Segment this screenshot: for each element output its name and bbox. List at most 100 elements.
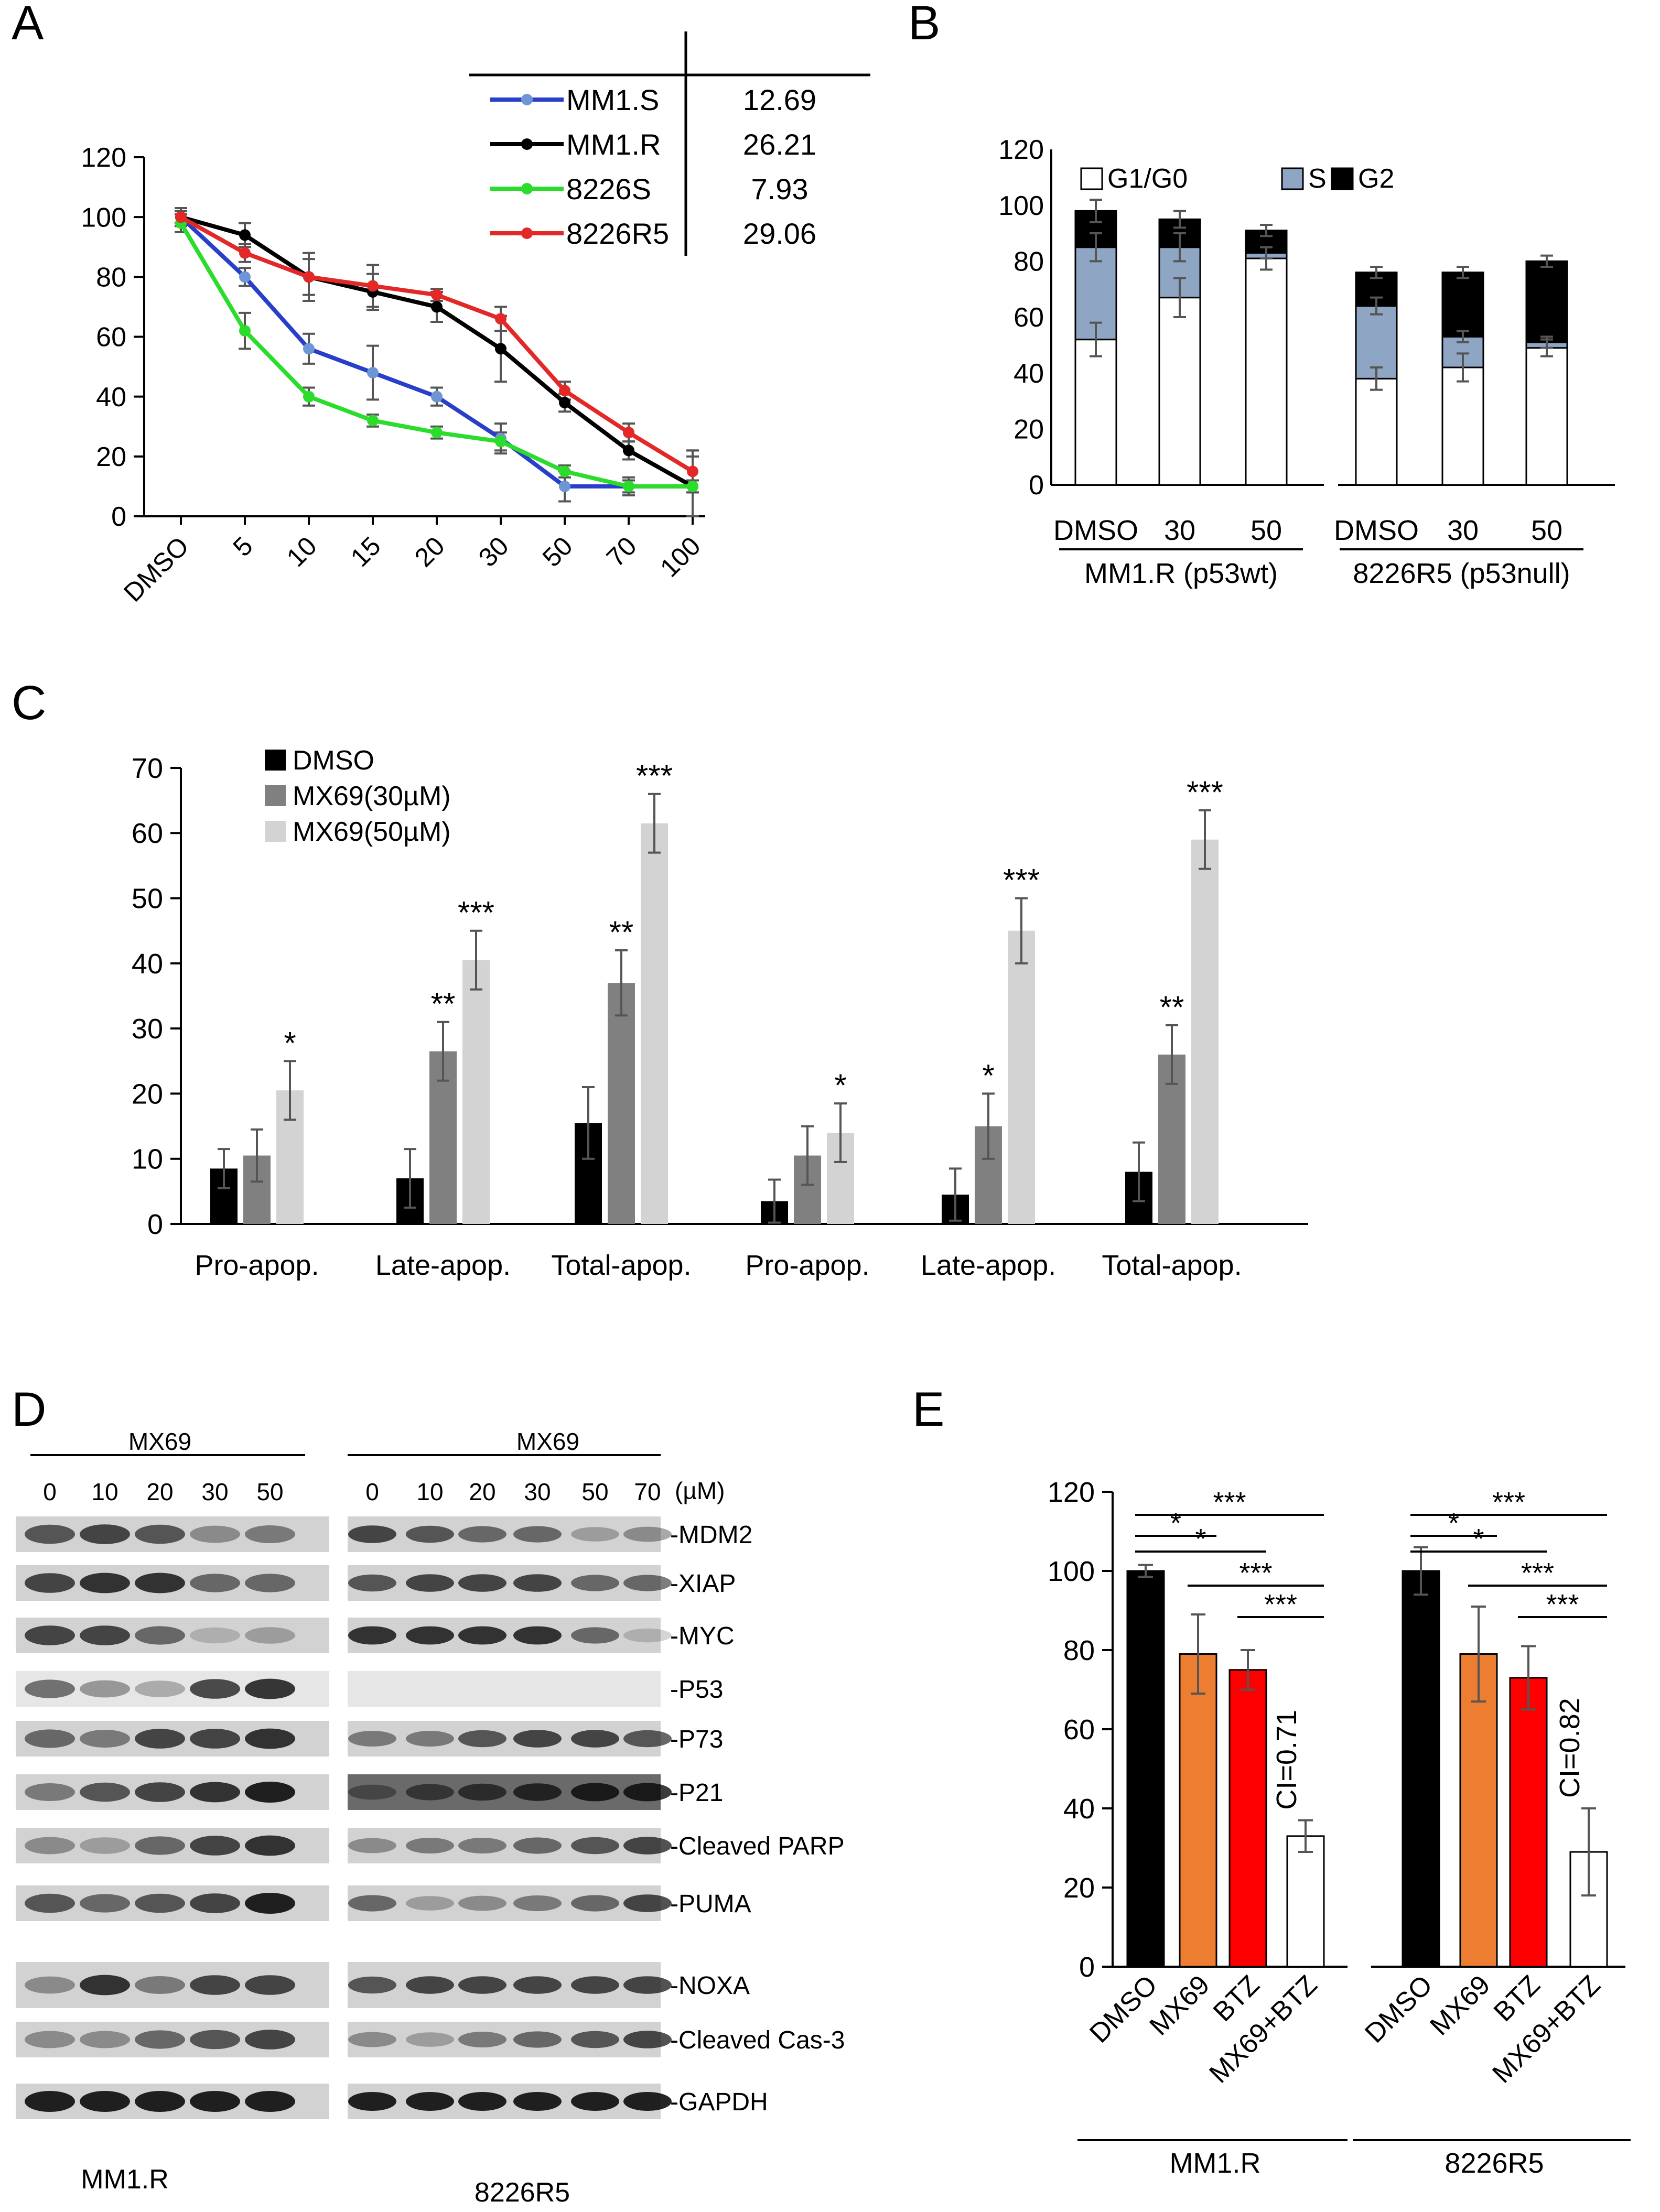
blot-band — [571, 1976, 619, 1994]
blot-right-dose: 50 — [581, 1478, 608, 1505]
blot-band — [80, 1975, 130, 1996]
a-data-point-8226r5 — [431, 289, 443, 301]
a-data-point-8226s — [303, 391, 315, 403]
blot-left-dose: 0 — [43, 1478, 57, 1505]
blot-band — [571, 1783, 619, 1802]
blot-band — [25, 1837, 75, 1855]
a-x-tick-label: DMSO — [118, 531, 195, 608]
blot-band — [571, 1527, 619, 1542]
e-significance-label: *** — [1546, 1589, 1579, 1620]
blot-band — [623, 1575, 672, 1591]
a-y-tick-label: 0 — [111, 502, 126, 532]
c-bar-mx69-50-m- — [641, 823, 668, 1224]
c-x-tick-label: Late-apop. — [375, 1250, 511, 1281]
c-significance-marker: * — [834, 1068, 846, 1103]
blot-band — [348, 1626, 396, 1645]
e-bar — [1509, 1677, 1548, 1968]
e-y-tick-label: 60 — [1063, 1714, 1095, 1745]
e-significance-label: * — [1448, 1508, 1459, 1539]
blot-band — [135, 1626, 185, 1645]
blot-band — [80, 1837, 130, 1854]
blot-band — [406, 1626, 454, 1645]
blot-band — [25, 1625, 75, 1645]
c-legend-label: DMSO — [293, 745, 374, 776]
a-data-point-8226r5 — [623, 427, 634, 439]
a-series-line-8226s — [179, 222, 693, 489]
blot-band — [513, 1730, 562, 1748]
blot-band — [406, 2092, 454, 2111]
blot-right-strip — [348, 1671, 661, 1707]
blot-band — [513, 1783, 562, 1801]
b-legend-swatch — [1080, 167, 1103, 190]
blot-band — [80, 1573, 130, 1593]
blot-protein-label: -PUMA — [670, 1890, 751, 1918]
blot-band — [25, 1524, 75, 1544]
a-data-point-8226r5 — [239, 247, 251, 259]
a-data-point-8226s — [687, 480, 698, 492]
c-significance-marker: ** — [609, 915, 634, 950]
e-significance-label: * — [1170, 1508, 1181, 1539]
blot-band — [190, 1836, 240, 1856]
blot-band — [406, 1574, 454, 1592]
blot-left-dose: 50 — [256, 1478, 283, 1505]
blot-band — [458, 1574, 506, 1592]
a-x-tick-label: 50 — [537, 531, 578, 572]
blot-band — [458, 2032, 506, 2047]
blot-protein-label: -P53 — [670, 1676, 723, 1704]
b-x-tick-label: 50 — [1531, 515, 1562, 546]
blot-band — [623, 1894, 672, 1912]
b-group-label: 8226R5 (p53null) — [1353, 558, 1570, 589]
e-x-tick-label: MX69+BTZ — [1203, 1969, 1323, 2089]
blot-band — [245, 1627, 295, 1644]
e-group-label: MM1.R — [1170, 2148, 1261, 2179]
blot-band — [623, 1730, 672, 1748]
blot-band — [135, 1836, 185, 1855]
blot-band — [623, 2031, 672, 2048]
c-y-tick-label: 60 — [132, 818, 163, 849]
blot-band — [623, 1526, 672, 1542]
c-legend-label: MX69(50µM) — [293, 817, 451, 847]
a-data-point-mm1-s — [239, 271, 251, 283]
blot-band — [25, 2091, 75, 2112]
e-significance-label: *** — [1521, 1557, 1554, 1589]
e-ci-label: CI=0.82 — [1554, 1698, 1586, 1798]
blot-protein-label: -GAPDH — [670, 2088, 768, 2116]
blot-band — [80, 1894, 130, 1913]
c-significance-marker: *** — [1003, 863, 1040, 898]
blot-band — [623, 1783, 672, 1802]
a-legend-marker-8226s — [521, 183, 533, 194]
blot-band — [406, 1838, 454, 1853]
blot-band — [25, 1893, 75, 1913]
c-legend-swatch — [265, 750, 286, 771]
blot-band — [190, 1729, 240, 1749]
e-bar — [1286, 1835, 1325, 1968]
blot-band — [135, 1573, 185, 1593]
b-bar-g2-segment — [1441, 272, 1484, 338]
a-x-tick-label: 10 — [281, 531, 322, 572]
b-x-tick-label: 50 — [1251, 515, 1282, 546]
blot-left-dose: 30 — [201, 1478, 228, 1505]
a-x-tick-label: 5 — [228, 531, 258, 562]
a-data-point-8226r5 — [687, 465, 698, 478]
blot-band — [80, 1782, 130, 1802]
b-x-tick-label: 30 — [1447, 515, 1479, 546]
blot-band — [245, 1893, 295, 1914]
blot-band — [190, 1574, 240, 1592]
blot-band — [348, 2032, 396, 2047]
blot-band — [245, 2091, 295, 2112]
blot-right-dose: 30 — [524, 1478, 551, 1505]
c-legend-swatch — [265, 785, 286, 806]
e-y-tick-label: 20 — [1063, 1872, 1095, 1904]
blot-band — [80, 1625, 130, 1645]
blot-band — [135, 1729, 185, 1749]
blot-protein-label: -Cleaved Cas-3 — [670, 2026, 845, 2054]
blot-band — [190, 1782, 240, 1803]
blot-band — [458, 1895, 506, 1911]
panel-label-a: A — [12, 0, 44, 50]
a-data-point-mm1-r — [431, 301, 443, 313]
c-significance-marker: *** — [1187, 775, 1223, 810]
c-legend-label: MX69(30µM) — [293, 781, 451, 811]
c-x-tick-label: Pro-apop. — [745, 1250, 869, 1281]
blot-protein-label: -NOXA — [670, 1972, 750, 2000]
a-legend-marker-mm1-r — [521, 138, 533, 150]
